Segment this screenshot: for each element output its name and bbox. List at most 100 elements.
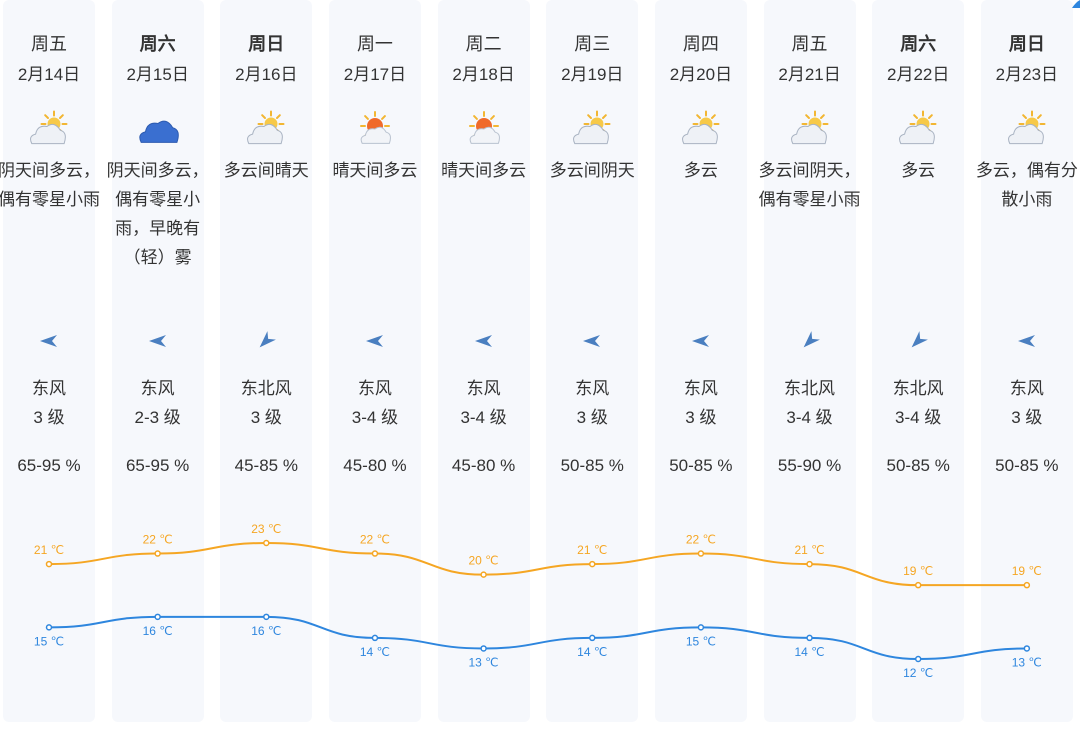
day-name: 周二	[465, 34, 502, 54]
wind-direction: 东北风	[240, 379, 292, 398]
humidity-range: 45-80 %	[343, 456, 407, 475]
low-temp-point	[45, 624, 53, 631]
high-temp-point	[154, 550, 161, 557]
high-temp-label: 21 ℃	[577, 543, 607, 557]
low-temp-point	[914, 655, 922, 663]
wind-direction: 东北风	[892, 379, 944, 398]
wind-direction: 东风	[357, 379, 392, 398]
humidity-range: 50-85 %	[560, 456, 624, 475]
day-column: 周四 2月20日 多云 东风 3 级 50-85 %	[654, 0, 747, 722]
wind-direction: 东风	[683, 379, 718, 398]
wind-level: 3-4 级	[786, 408, 833, 427]
wind-arrow-east-icon	[473, 330, 495, 352]
high-temp-line	[48, 541, 1027, 587]
weather-description: 多云，偶有分散小雨	[975, 161, 1078, 209]
day-date: 2月15日	[126, 65, 189, 84]
sunny-cloudy-icon	[353, 110, 397, 150]
wind-level: 3 级	[685, 408, 717, 427]
low-temp-label: 13 ℃	[469, 655, 499, 669]
low-temp-point	[480, 645, 487, 652]
day-column: 周一 2月17日晴天间多云东风 3-4 级 45-80 %	[328, 0, 421, 722]
high-temp-point	[914, 581, 922, 589]
day-date: 2月19日	[561, 65, 624, 84]
low-temp-point	[697, 624, 705, 631]
high-temp-label: 22 ℃	[360, 533, 390, 547]
weather-description: 多云间晴天	[223, 161, 309, 180]
high-temp-point	[263, 539, 270, 547]
low-temp-label: 14 ℃	[360, 645, 390, 659]
corner-accent	[1072, 0, 1080, 8]
day-name: 周一	[356, 34, 393, 54]
high-temp-point	[45, 560, 53, 568]
low-temp-label: 15 ℃	[686, 634, 716, 648]
high-temp-point	[589, 560, 596, 568]
day-name: 周日	[248, 34, 285, 54]
day-date: 2月18日	[452, 65, 515, 84]
high-temp-label: 19 ℃	[903, 564, 933, 578]
wind-level: 3-4 级	[351, 408, 399, 427]
wind-arrow-east-icon	[1016, 330, 1038, 352]
low-temp-point	[1023, 645, 1031, 652]
high-temp-label: 21 ℃	[794, 543, 824, 557]
humidity-range: 65-95 %	[125, 456, 190, 475]
humidity-range: 45-85 %	[234, 456, 298, 475]
wind-level: 3 级	[33, 408, 65, 427]
wind-arrow-east-icon	[38, 330, 60, 352]
sunny-cloudy-icon	[462, 110, 506, 150]
wind-direction: 东风	[140, 379, 175, 398]
wind-direction: 东风	[32, 379, 66, 398]
humidity-range: 50-85 %	[669, 456, 733, 475]
high-temp-point	[697, 550, 705, 557]
high-temp-point	[371, 550, 379, 557]
wind-arrow-east-icon	[690, 330, 712, 352]
wind-level: 3 级	[250, 408, 282, 427]
weather-description: 晴天间多云	[332, 161, 418, 180]
low-temp-point	[371, 634, 379, 642]
cloud-icon	[136, 110, 180, 150]
wind-level: 3-4 级	[895, 408, 942, 427]
wind-level: 3 级	[1011, 408, 1043, 427]
day-column: 周六 2月22日 多云 东北风 3-4 级 50-85 %	[872, 0, 965, 722]
wind-direction: 东风	[1009, 379, 1044, 398]
day-name: 周日	[1008, 34, 1045, 54]
wind-arrow-northeast-icon	[255, 330, 277, 352]
partly-cloudy-icon	[570, 110, 614, 150]
high-temp-point	[480, 571, 487, 578]
wind-level: 3-4 级	[460, 408, 507, 427]
low-temp-label: 13 ℃	[1012, 655, 1042, 669]
day-date: 2月14日	[17, 65, 81, 84]
wind-level: 2-3 级	[134, 408, 181, 427]
temperature-chart: 21 ℃ 22 ℃ 23 ℃ 22 ℃ 20 ℃ 21 ℃ 22 ℃ 21 ℃ 19 ℃ 19 ℃…	[34, 522, 1042, 680]
day-date: 2月17日	[343, 65, 407, 84]
wind-arrow-east-icon	[364, 330, 386, 352]
high-temp-label: 23 ℃	[251, 522, 281, 536]
weather-description: 阴天间多云，偶有零星小雨	[0, 161, 100, 209]
day-column: 周日 2月16日多云间晴天东北风 3 级 45-85 %	[220, 0, 313, 722]
partly-cloudy-icon	[679, 110, 723, 150]
humidity-range: 65-95 %	[17, 456, 81, 475]
day-column: 周日 2月23日 多云，偶有分散小雨 东风 3 级 50-85 %	[976, 0, 1078, 722]
day-column: 周五 2月14日 阴天间多云，偶有零星小雨 东风 3 级 65-95 %	[0, 0, 100, 722]
humidity-range: 50-85 %	[886, 456, 950, 475]
day-name: 周三	[574, 34, 611, 54]
low-temp-label: 15 ℃	[34, 634, 64, 648]
day-name: 周六	[139, 34, 176, 54]
wind-arrow-northeast-icon	[799, 330, 821, 352]
low-temp-point	[589, 634, 596, 642]
high-temp-label: 22 ℃	[686, 533, 716, 547]
day-date: 2月21日	[778, 65, 841, 84]
low-temp-label: 16 ℃	[251, 624, 281, 638]
weather-description: 阴天间多云，偶有零星小雨，早晚有（轻）雾	[106, 161, 209, 267]
day-date: 2月16日	[235, 65, 298, 84]
high-temp-label: 22 ℃	[143, 533, 173, 547]
low-temp-line	[48, 615, 1027, 661]
weather-description: 多云间阴天，偶有零星小雨	[758, 161, 861, 209]
high-temp-label: 20 ℃	[469, 554, 499, 568]
humidity-range: 45-80 %	[451, 456, 516, 475]
low-temp-label: 14 ℃	[794, 645, 824, 659]
wind-level: 3 级	[576, 408, 608, 427]
partly-cloudy-icon	[788, 110, 832, 150]
partly-cloudy-icon	[27, 110, 71, 150]
low-temp-label: 14 ℃	[577, 645, 607, 659]
